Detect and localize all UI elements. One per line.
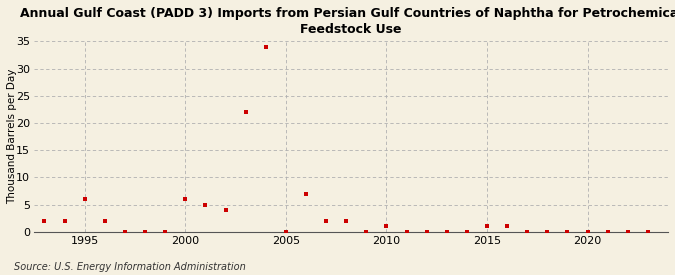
- Point: [583, 230, 593, 234]
- Point: [79, 197, 90, 201]
- Point: [381, 224, 392, 229]
- Point: [300, 192, 311, 196]
- Point: [220, 208, 231, 212]
- Point: [261, 45, 271, 49]
- Point: [99, 219, 110, 223]
- Point: [622, 230, 633, 234]
- Point: [341, 219, 352, 223]
- Y-axis label: Thousand Barrels per Day: Thousand Barrels per Day: [7, 69, 17, 204]
- Point: [160, 230, 171, 234]
- Point: [39, 219, 50, 223]
- Point: [602, 230, 613, 234]
- Point: [421, 230, 432, 234]
- Point: [441, 230, 452, 234]
- Point: [522, 230, 533, 234]
- Point: [462, 230, 472, 234]
- Point: [542, 230, 553, 234]
- Title: Annual Gulf Coast (PADD 3) Imports from Persian Gulf Countries of Naphtha for Pe: Annual Gulf Coast (PADD 3) Imports from …: [20, 7, 675, 36]
- Point: [200, 202, 211, 207]
- Point: [502, 224, 512, 229]
- Point: [119, 230, 130, 234]
- Text: Source: U.S. Energy Information Administration: Source: U.S. Energy Information Administ…: [14, 262, 245, 272]
- Point: [180, 197, 190, 201]
- Point: [321, 219, 331, 223]
- Point: [59, 219, 70, 223]
- Point: [280, 230, 291, 234]
- Point: [140, 230, 151, 234]
- Point: [481, 224, 492, 229]
- Point: [240, 110, 251, 114]
- Point: [643, 230, 653, 234]
- Point: [401, 230, 412, 234]
- Point: [562, 230, 573, 234]
- Point: [361, 230, 372, 234]
